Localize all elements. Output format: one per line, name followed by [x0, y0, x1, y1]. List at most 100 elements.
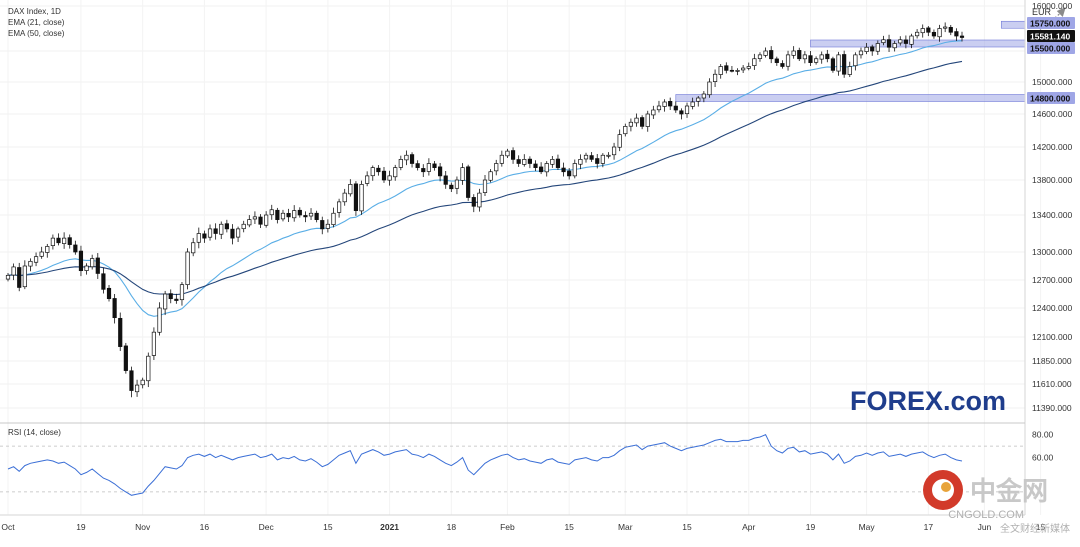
candle-body[interactable] — [174, 298, 179, 301]
candle-body[interactable] — [235, 228, 241, 238]
candle-body[interactable] — [707, 81, 712, 96]
candle-body[interactable] — [22, 265, 27, 288]
candle-body[interactable] — [510, 150, 516, 160]
candle-body[interactable] — [752, 58, 757, 66]
candle-body[interactable] — [381, 170, 387, 181]
candle-body[interactable] — [84, 265, 89, 271]
candle-body[interactable] — [926, 27, 931, 33]
candle-body[interactable] — [421, 168, 426, 173]
candle-body[interactable] — [494, 163, 499, 172]
candle-body[interactable] — [920, 28, 925, 34]
candle-body[interactable] — [415, 163, 420, 168]
candle-body[interactable] — [583, 154, 589, 160]
candle-body[interactable] — [106, 287, 112, 300]
candle-body[interactable] — [735, 70, 740, 72]
candle-body[interactable] — [466, 166, 471, 198]
candle-body[interactable] — [870, 46, 875, 52]
candle-body[interactable] — [348, 184, 353, 195]
candle-body[interactable] — [134, 384, 140, 393]
candle-body[interactable] — [589, 155, 594, 160]
candle-body[interactable] — [802, 54, 807, 60]
candle-body[interactable] — [168, 293, 173, 300]
candle-body[interactable] — [903, 39, 908, 44]
candle-body[interactable] — [426, 163, 431, 172]
candle-body[interactable] — [398, 159, 403, 168]
candle-body[interactable] — [600, 154, 605, 164]
candle-body[interactable] — [673, 105, 678, 111]
candle-body[interactable] — [101, 273, 106, 290]
candle-body[interactable] — [477, 192, 482, 208]
candle-body[interactable] — [572, 163, 577, 177]
candle-body[interactable] — [376, 167, 381, 173]
candle-body[interactable] — [297, 209, 302, 216]
candle-body[interactable] — [886, 39, 892, 48]
candle-body[interactable] — [365, 175, 370, 184]
candle-body[interactable] — [892, 43, 897, 49]
candle-body[interactable] — [611, 146, 617, 156]
candle-body[interactable] — [230, 228, 235, 239]
candle-body[interactable] — [129, 370, 134, 391]
candle-body[interactable] — [791, 50, 796, 56]
candle-body[interactable] — [432, 163, 437, 168]
candle-body[interactable] — [11, 266, 16, 276]
candle-body[interactable] — [785, 54, 791, 67]
candle-body[interactable] — [28, 260, 33, 267]
candle-body[interactable] — [179, 284, 185, 301]
candle-body[interactable] — [308, 212, 314, 217]
candle-body[interactable] — [264, 214, 269, 226]
candle-body[interactable] — [774, 58, 779, 63]
candle-body[interactable] — [224, 223, 229, 230]
rsi-pane[interactable]: 60.00 80.00 — [0, 430, 1054, 496]
candle-body[interactable] — [853, 54, 858, 67]
candle-body[interactable] — [499, 154, 504, 164]
candle-body[interactable] — [67, 237, 72, 245]
candle-body[interactable] — [213, 228, 218, 234]
candle-body[interactable] — [404, 154, 409, 161]
candle-body[interactable] — [555, 158, 561, 168]
candle-body[interactable] — [247, 219, 252, 226]
candle-body[interactable] — [95, 257, 100, 274]
candle-body[interactable] — [123, 345, 128, 371]
candle-body[interactable] — [488, 171, 493, 181]
candle-body[interactable] — [668, 101, 673, 107]
candle-body[interactable] — [78, 250, 84, 272]
candle-body[interactable] — [39, 251, 44, 257]
candle-body[interactable] — [207, 228, 213, 238]
candle-body[interactable] — [915, 31, 920, 37]
candle-body[interactable] — [544, 163, 549, 173]
price-axis[interactable]: 11390.000 11610.000 11850.000 12100.000 1240… — [1032, 1, 1072, 413]
candle-body[interactable] — [241, 223, 246, 230]
candle-body[interactable] — [741, 67, 746, 71]
candle-body[interactable] — [303, 215, 308, 218]
candle-body[interactable] — [146, 355, 151, 382]
candle-body[interactable] — [527, 158, 532, 164]
candle-body[interactable] — [690, 101, 695, 107]
candle-body[interactable] — [140, 379, 145, 386]
candle-body[interactable] — [5, 274, 11, 280]
candle-body[interactable] — [595, 158, 600, 164]
candle-body[interactable] — [651, 109, 656, 116]
candle-body[interactable] — [449, 184, 454, 190]
candle-body[interactable] — [628, 121, 633, 127]
candle-body[interactable] — [112, 298, 117, 319]
candle-body[interactable] — [539, 166, 544, 173]
candle-body[interactable] — [533, 163, 538, 168]
candle-body[interactable] — [836, 54, 841, 72]
candle-body[interactable] — [157, 307, 162, 333]
candle-body[interactable] — [191, 242, 196, 254]
candle-body[interactable] — [875, 43, 880, 52]
candle-body[interactable] — [219, 223, 224, 235]
candle-body[interactable] — [881, 39, 886, 44]
candle-body[interactable] — [409, 154, 415, 164]
candle-body[interactable] — [460, 167, 465, 181]
candle-body[interactable] — [202, 233, 207, 239]
candle-body[interactable] — [656, 105, 662, 111]
candle-body[interactable] — [954, 31, 959, 37]
candle-body[interactable] — [567, 170, 572, 177]
candle-body[interactable] — [370, 167, 375, 177]
candle-body[interactable] — [353, 183, 359, 211]
candle-body[interactable] — [757, 54, 763, 59]
candle-body[interactable] — [561, 167, 566, 173]
candle-body[interactable] — [769, 50, 774, 60]
